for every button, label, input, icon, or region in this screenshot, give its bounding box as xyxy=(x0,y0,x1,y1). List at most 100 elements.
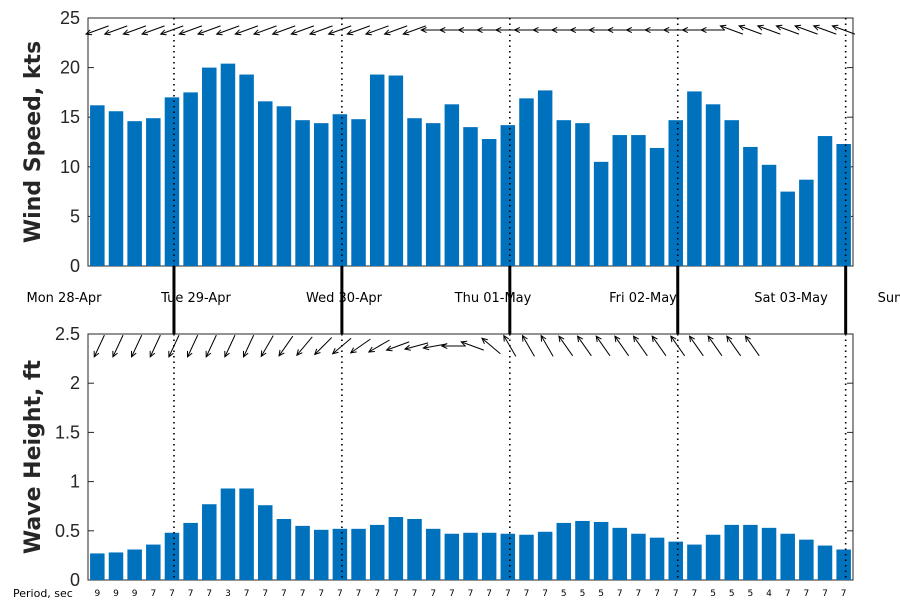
y-tick-label: 15 xyxy=(60,107,80,127)
bar xyxy=(388,517,404,580)
direction-arrow-head xyxy=(205,350,212,358)
period-value: 7 xyxy=(188,589,194,599)
y-axis-label: Wind Speed, kts xyxy=(21,41,46,243)
bar xyxy=(817,545,833,580)
bar xyxy=(519,534,534,580)
direction-arrow-head xyxy=(521,334,528,342)
direction-arrow xyxy=(794,25,818,35)
bar xyxy=(780,191,795,266)
direction-arrow-head xyxy=(159,29,167,36)
period-value: 7 xyxy=(449,589,455,599)
bar xyxy=(183,522,198,580)
direction-arrow-head xyxy=(383,29,391,36)
direction-arrow xyxy=(813,25,837,35)
direction-arrow-head xyxy=(403,344,411,351)
day-label: Thu 01-May xyxy=(454,291,532,306)
bar xyxy=(202,67,217,266)
direction-arrow xyxy=(577,335,592,357)
period-value: 7 xyxy=(262,589,268,599)
period-value: 7 xyxy=(281,589,287,599)
bar xyxy=(668,120,683,267)
period-value: 7 xyxy=(785,589,791,599)
direction-arrow xyxy=(403,25,426,35)
direction-arrow xyxy=(197,25,221,35)
direction-arrow xyxy=(720,25,744,35)
bar xyxy=(108,111,124,266)
period-value: 7 xyxy=(318,589,324,599)
period-value: 7 xyxy=(654,589,660,599)
direction-arrow xyxy=(314,337,333,355)
bar xyxy=(258,101,273,266)
y-tick-label: 10 xyxy=(60,157,80,177)
direction-arrow xyxy=(309,25,333,35)
bar xyxy=(705,534,721,580)
direction-arrow-head xyxy=(503,334,510,342)
period-value: 5 xyxy=(729,589,735,599)
bar xyxy=(332,528,348,580)
direction-arrow xyxy=(131,334,143,358)
bar xyxy=(631,533,646,580)
bar xyxy=(388,75,404,266)
bar xyxy=(724,120,739,267)
bar xyxy=(761,164,777,266)
direction-arrow-head xyxy=(440,342,448,350)
direction-arrow xyxy=(205,334,217,358)
direction-arrow xyxy=(461,341,484,351)
bar xyxy=(724,524,739,580)
direction-arrow xyxy=(614,335,630,357)
bar xyxy=(202,504,217,580)
direction-arrow xyxy=(291,25,315,35)
direction-arrow-head xyxy=(812,24,820,31)
direction-arrow-head xyxy=(481,337,488,344)
day-label: Sat 03-May xyxy=(754,291,828,306)
direction-arrow xyxy=(651,335,667,357)
direction-arrow-head xyxy=(651,335,658,343)
bar xyxy=(687,544,702,580)
period-value: 7 xyxy=(300,589,306,599)
period-axis-label: Period, sec xyxy=(13,587,73,600)
bar xyxy=(761,527,777,580)
bar xyxy=(612,527,628,580)
day-label: Mon 28-Apr xyxy=(27,291,103,306)
bar xyxy=(425,123,441,266)
period-value: 7 xyxy=(617,589,623,599)
direction-arrow-head xyxy=(775,24,783,31)
direction-arrow-head xyxy=(460,340,468,347)
direction-arrow-head xyxy=(513,26,521,34)
period-value: 7 xyxy=(524,589,530,599)
direction-arrow xyxy=(160,25,184,35)
direction-arrow xyxy=(633,335,648,357)
period-value: 5 xyxy=(561,589,567,599)
direction-arrow-head xyxy=(296,349,303,357)
direction-arrow-head xyxy=(688,335,696,343)
bar xyxy=(556,522,572,580)
direction-arrow-head xyxy=(308,29,316,36)
period-value: 7 xyxy=(673,589,679,599)
y-tick-label: 0.5 xyxy=(55,521,80,541)
direction-arrow xyxy=(278,335,294,357)
bar xyxy=(481,139,497,266)
bar xyxy=(556,120,572,267)
direction-arrow-head xyxy=(422,344,430,351)
bar xyxy=(369,74,385,266)
direction-arrow xyxy=(481,337,501,355)
bar xyxy=(444,104,460,266)
direction-arrow xyxy=(745,335,760,357)
direction-arrow xyxy=(149,334,161,358)
bar xyxy=(239,74,254,266)
bar xyxy=(743,524,758,580)
period-value: 5 xyxy=(748,589,754,599)
direction-arrow xyxy=(179,25,203,35)
direction-arrow xyxy=(243,334,255,358)
direction-arrow-head xyxy=(215,29,223,36)
period-value: 9 xyxy=(132,589,138,599)
period-value: 7 xyxy=(430,589,436,599)
direction-arrow-head xyxy=(234,29,242,36)
bar xyxy=(743,146,758,266)
bar xyxy=(817,136,833,266)
direction-arrow xyxy=(350,338,371,354)
direction-arrow-head xyxy=(149,350,156,358)
period-value: 5 xyxy=(580,589,586,599)
bar xyxy=(500,533,516,580)
